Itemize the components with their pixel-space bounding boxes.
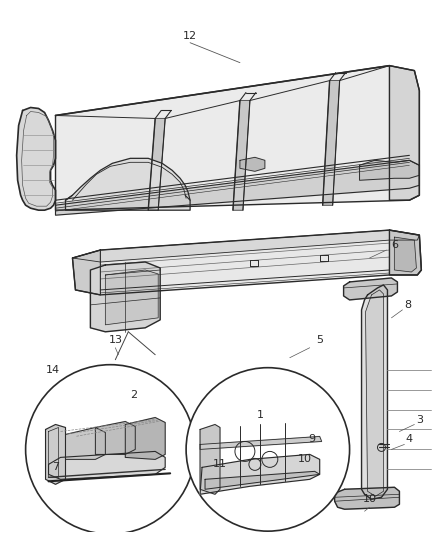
Polygon shape [343, 278, 397, 300]
Polygon shape [323, 80, 339, 205]
Polygon shape [90, 262, 160, 332]
Text: 8: 8 [404, 300, 411, 310]
Text: 11: 11 [213, 459, 227, 470]
Polygon shape [395, 237, 417, 272]
Polygon shape [233, 101, 250, 210]
Polygon shape [72, 230, 421, 295]
Polygon shape [56, 160, 419, 215]
Polygon shape [360, 160, 419, 180]
Polygon shape [148, 118, 165, 210]
Text: 1: 1 [256, 409, 263, 419]
Text: 2: 2 [130, 390, 137, 400]
Polygon shape [46, 424, 66, 484]
Polygon shape [49, 451, 165, 479]
Text: 10: 10 [298, 455, 312, 464]
Polygon shape [66, 158, 190, 210]
Circle shape [25, 365, 195, 533]
Polygon shape [389, 66, 419, 200]
Polygon shape [200, 455, 320, 494]
Circle shape [186, 368, 350, 531]
Text: 6: 6 [391, 240, 398, 250]
Polygon shape [95, 422, 135, 455]
Polygon shape [66, 427, 106, 459]
Polygon shape [200, 424, 220, 494]
Text: 5: 5 [316, 335, 323, 345]
Polygon shape [17, 108, 56, 210]
Polygon shape [200, 437, 321, 449]
Text: 14: 14 [46, 365, 60, 375]
Text: 10: 10 [363, 494, 377, 504]
Text: 12: 12 [183, 31, 197, 41]
Text: 13: 13 [108, 335, 122, 345]
Text: 3: 3 [416, 415, 423, 424]
Text: 7: 7 [53, 462, 60, 472]
Polygon shape [205, 471, 320, 489]
Polygon shape [106, 270, 158, 325]
Text: 4: 4 [406, 434, 413, 445]
Text: 9: 9 [308, 434, 315, 445]
Polygon shape [389, 230, 421, 275]
Polygon shape [335, 487, 399, 509]
Polygon shape [125, 417, 165, 459]
Polygon shape [361, 285, 388, 499]
Polygon shape [72, 230, 419, 262]
Polygon shape [56, 66, 419, 210]
Polygon shape [240, 157, 265, 171]
Polygon shape [366, 290, 384, 496]
Polygon shape [72, 250, 100, 295]
